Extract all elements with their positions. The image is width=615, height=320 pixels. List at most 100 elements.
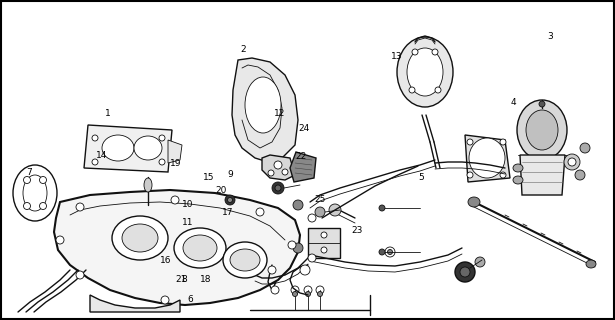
Circle shape (23, 177, 31, 183)
Circle shape (291, 286, 299, 294)
Ellipse shape (245, 77, 281, 133)
Circle shape (564, 154, 580, 170)
Circle shape (379, 205, 385, 211)
Text: 15: 15 (204, 173, 215, 182)
Circle shape (161, 296, 169, 304)
Circle shape (308, 214, 316, 222)
Circle shape (23, 203, 31, 210)
Ellipse shape (122, 224, 158, 252)
Text: 19: 19 (170, 159, 181, 168)
Ellipse shape (230, 249, 260, 271)
Circle shape (412, 49, 418, 55)
Circle shape (460, 267, 470, 277)
Circle shape (432, 49, 438, 55)
Circle shape (171, 196, 179, 204)
Circle shape (455, 262, 475, 282)
Ellipse shape (517, 100, 567, 160)
Text: 9: 9 (228, 170, 234, 179)
Circle shape (159, 135, 165, 141)
Circle shape (56, 236, 64, 244)
Text: 23: 23 (351, 226, 362, 235)
Text: 1: 1 (105, 109, 111, 118)
Text: 11: 11 (182, 218, 193, 227)
Text: 7: 7 (26, 168, 33, 177)
Text: 16: 16 (161, 256, 172, 265)
Text: 2: 2 (240, 45, 246, 54)
Circle shape (282, 169, 288, 175)
Text: 18: 18 (200, 276, 212, 284)
Circle shape (272, 182, 284, 194)
Text: 22: 22 (296, 152, 307, 161)
Circle shape (256, 208, 264, 216)
Circle shape (76, 271, 84, 279)
Circle shape (92, 135, 98, 141)
Text: 25: 25 (314, 196, 325, 204)
Circle shape (385, 247, 395, 257)
Ellipse shape (223, 242, 267, 278)
Circle shape (288, 241, 296, 249)
Text: 20: 20 (216, 186, 227, 195)
Text: 3: 3 (547, 32, 554, 41)
Text: 17: 17 (222, 208, 233, 217)
Polygon shape (520, 155, 565, 195)
Circle shape (568, 158, 576, 166)
Circle shape (39, 177, 47, 183)
Circle shape (467, 139, 473, 145)
Ellipse shape (407, 48, 443, 96)
Ellipse shape (174, 228, 226, 268)
Circle shape (268, 266, 276, 274)
Circle shape (321, 247, 327, 253)
Ellipse shape (102, 135, 134, 161)
Circle shape (304, 286, 312, 294)
Circle shape (293, 243, 303, 253)
Ellipse shape (23, 175, 47, 211)
Circle shape (467, 172, 473, 178)
Circle shape (387, 250, 392, 254)
Circle shape (92, 159, 98, 165)
Circle shape (225, 195, 235, 205)
Polygon shape (168, 140, 182, 163)
Circle shape (329, 204, 341, 216)
Text: 8: 8 (181, 276, 188, 284)
Circle shape (39, 203, 47, 210)
Text: 21: 21 (176, 276, 187, 284)
Ellipse shape (397, 37, 453, 107)
Ellipse shape (586, 260, 596, 268)
Circle shape (321, 232, 327, 238)
Text: 4: 4 (510, 98, 517, 107)
Text: 12: 12 (274, 109, 285, 118)
Circle shape (76, 203, 84, 211)
Polygon shape (262, 155, 295, 180)
Circle shape (580, 143, 590, 153)
Circle shape (293, 292, 298, 297)
Text: 13: 13 (391, 52, 402, 60)
Text: 24: 24 (299, 124, 310, 132)
Circle shape (268, 170, 274, 176)
Circle shape (500, 172, 506, 178)
Text: 6: 6 (188, 295, 194, 304)
Ellipse shape (468, 197, 480, 207)
Text: 5: 5 (418, 173, 424, 182)
Ellipse shape (526, 110, 558, 150)
Circle shape (293, 200, 303, 210)
Text: 10: 10 (182, 200, 193, 209)
Circle shape (274, 161, 282, 169)
Ellipse shape (13, 165, 57, 221)
Circle shape (475, 257, 485, 267)
Circle shape (435, 87, 441, 93)
Ellipse shape (469, 138, 505, 178)
Circle shape (159, 159, 165, 165)
Polygon shape (465, 135, 510, 182)
Circle shape (317, 292, 322, 297)
Polygon shape (90, 295, 180, 312)
Circle shape (315, 207, 325, 217)
Ellipse shape (112, 216, 168, 260)
Polygon shape (232, 58, 298, 162)
Circle shape (500, 139, 506, 145)
Circle shape (539, 101, 545, 107)
Circle shape (308, 254, 316, 262)
Circle shape (575, 170, 585, 180)
Polygon shape (84, 125, 172, 172)
Circle shape (379, 249, 385, 255)
Ellipse shape (183, 235, 217, 261)
